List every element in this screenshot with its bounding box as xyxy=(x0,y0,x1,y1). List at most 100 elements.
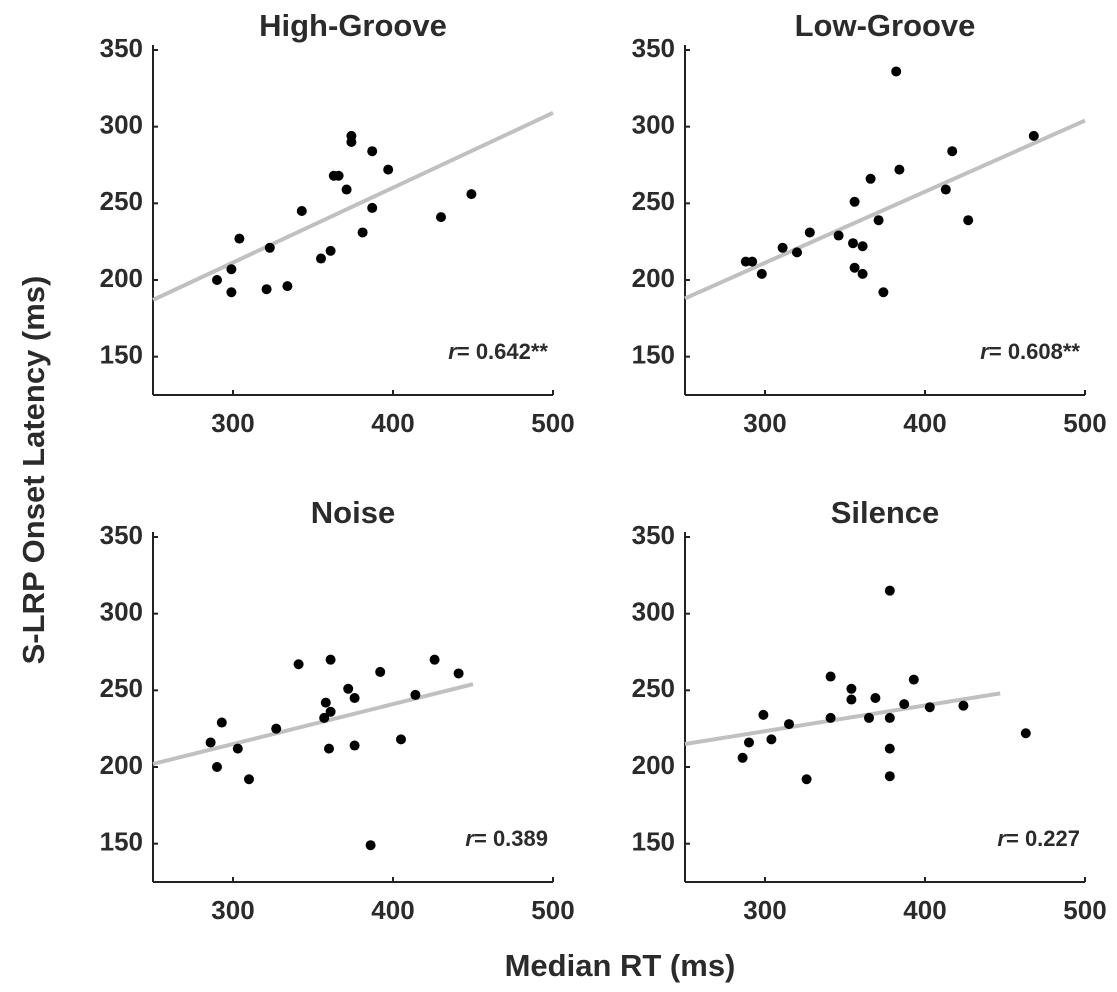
data-point xyxy=(825,712,836,723)
annotation: r= 0.227 xyxy=(997,826,1080,851)
data-point xyxy=(316,253,326,264)
data-point xyxy=(756,268,767,279)
data-point xyxy=(1020,728,1031,739)
annotation-text: = 0.227 xyxy=(1006,826,1080,851)
data-point xyxy=(244,774,254,785)
x-tick-label: 300 xyxy=(743,408,786,438)
panel: Low-Groove 150 200 250 300 350 300 400 500 r= 0.6… xyxy=(632,8,1107,438)
data-point xyxy=(216,717,227,728)
data-point xyxy=(908,674,919,685)
data-point xyxy=(325,654,336,665)
data-point xyxy=(212,762,222,772)
data-point xyxy=(325,245,336,256)
data-point xyxy=(367,202,378,213)
data-point xyxy=(899,699,910,710)
data-point xyxy=(784,719,794,730)
x-tick-label: 400 xyxy=(903,895,946,925)
data-point xyxy=(792,247,802,258)
x-tick-label: 500 xyxy=(1063,408,1106,438)
data-point xyxy=(857,241,868,252)
data-point xyxy=(365,840,376,851)
x-tick-label: 400 xyxy=(371,408,414,438)
data-point xyxy=(293,659,304,670)
y-tick-label: 350 xyxy=(632,33,675,63)
x-tick-label: 300 xyxy=(743,895,786,925)
data-point xyxy=(436,212,446,223)
data-point xyxy=(383,164,394,175)
y-tick-label: 200 xyxy=(100,263,143,293)
y-tick-label: 150 xyxy=(632,827,675,857)
y-tick-label: 150 xyxy=(100,340,143,370)
y-tick-label: 200 xyxy=(632,750,675,780)
y-tick-label: 250 xyxy=(632,186,675,216)
annotation-text: = 0.608** xyxy=(989,339,1081,364)
annotation-symbol: r xyxy=(465,826,475,851)
panel-title: Noise xyxy=(311,495,395,530)
x-tick-label: 300 xyxy=(211,408,254,438)
data-point xyxy=(466,189,477,200)
y-tick-label: 250 xyxy=(632,673,675,703)
data-point xyxy=(367,146,378,157)
data-point xyxy=(873,215,884,226)
y-tick-label: 200 xyxy=(100,750,143,780)
data-point xyxy=(232,743,243,754)
fit-line xyxy=(684,118,1086,301)
data-point xyxy=(857,268,868,279)
data-point xyxy=(271,723,282,734)
data-point xyxy=(846,683,857,694)
data-point xyxy=(226,264,237,275)
data-point xyxy=(849,196,860,207)
y-tick-label: 350 xyxy=(100,33,143,63)
y-tick-label: 350 xyxy=(100,520,143,550)
data-point xyxy=(940,184,951,195)
data-point xyxy=(825,671,836,682)
y-tick-label: 250 xyxy=(100,186,143,216)
data-point xyxy=(870,693,881,703)
data-point xyxy=(865,173,876,184)
data-point xyxy=(296,206,307,216)
data-point xyxy=(744,737,754,748)
data-point xyxy=(349,740,360,751)
panel-title: Low-Groove xyxy=(795,8,976,43)
data-point xyxy=(396,734,406,745)
data-point xyxy=(884,771,895,782)
data-point xyxy=(833,230,844,241)
annotation-symbol: r xyxy=(997,826,1007,851)
data-point xyxy=(848,238,858,249)
data-point xyxy=(325,706,336,717)
panel: High-Groove 150 200 250 300 350 300 400 500 r= 0.… xyxy=(100,8,575,438)
y-tick-label: 200 xyxy=(632,263,675,293)
y-tick-label: 150 xyxy=(632,340,675,370)
data-point xyxy=(947,146,958,157)
x-axis-label: Median RT (ms) xyxy=(505,948,736,983)
data-point xyxy=(894,164,905,175)
data-point xyxy=(804,227,815,238)
data-point xyxy=(212,275,222,285)
data-point xyxy=(410,689,421,700)
data-point xyxy=(1028,130,1039,141)
data-point xyxy=(878,287,889,298)
annotation: r= 0.608** xyxy=(980,339,1080,364)
x-tick-label: 500 xyxy=(1063,895,1106,925)
panel-title: Silence xyxy=(831,495,940,530)
data-point xyxy=(226,287,237,298)
data-point xyxy=(333,170,344,181)
data-point xyxy=(747,256,758,267)
annotation: r= 0.642** xyxy=(448,339,548,364)
data-point xyxy=(884,585,895,596)
y-tick-label: 150 xyxy=(100,827,143,857)
y-tick-label: 300 xyxy=(100,597,143,627)
data-point xyxy=(849,262,860,273)
annotation-text: = 0.642** xyxy=(457,339,549,364)
annotation: r= 0.389 xyxy=(465,826,548,851)
data-point xyxy=(963,215,974,226)
annotation-symbol: r xyxy=(980,339,990,364)
data-point xyxy=(864,712,874,723)
y-tick-label: 300 xyxy=(632,110,675,140)
y-tick-label: 350 xyxy=(632,520,675,550)
data-point xyxy=(884,743,895,754)
x-tick-label: 400 xyxy=(903,408,946,438)
panel-title: High-Groove xyxy=(259,8,447,43)
panel: Silence 150 200 250 300 350 300 400 500 r= 0.227 xyxy=(632,495,1107,925)
